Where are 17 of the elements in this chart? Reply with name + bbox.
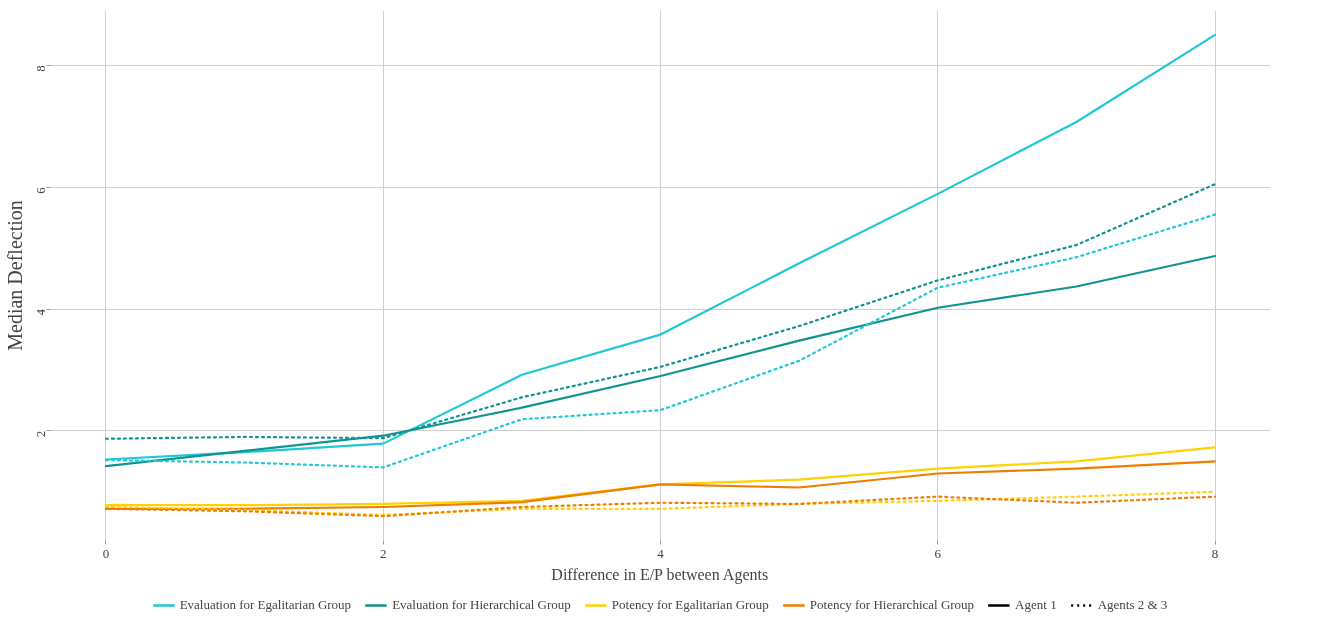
y-tick-label: 6	[33, 186, 49, 194]
y-tick-label: 4	[33, 308, 49, 316]
text: Agents 2 & 3	[1097, 597, 1168, 613]
x-tick-label: 6	[934, 545, 942, 561]
y-axis-title: Median Deflection	[3, 200, 26, 351]
x-tick-label: 4	[657, 545, 665, 561]
legend-label: Evaluation for Hierarchical Group	[392, 597, 571, 613]
legend-label: Potency for Egalitarian Group	[611, 597, 769, 613]
x-tick-label: 8	[1211, 545, 1219, 561]
y-tick-label: 8	[33, 65, 49, 72]
legend-label: Potency for Hierarchical Group	[809, 597, 975, 613]
x-axis-title: Difference in E/P between Agents	[551, 565, 769, 584]
y-tick-label: 2	[33, 430, 49, 438]
x-tick-label: 0	[102, 545, 110, 561]
x-tick-label: 2	[379, 545, 387, 561]
legend-label: Evaluation for Egalitarian Group	[179, 597, 352, 613]
text: Agent 1	[1015, 597, 1057, 613]
